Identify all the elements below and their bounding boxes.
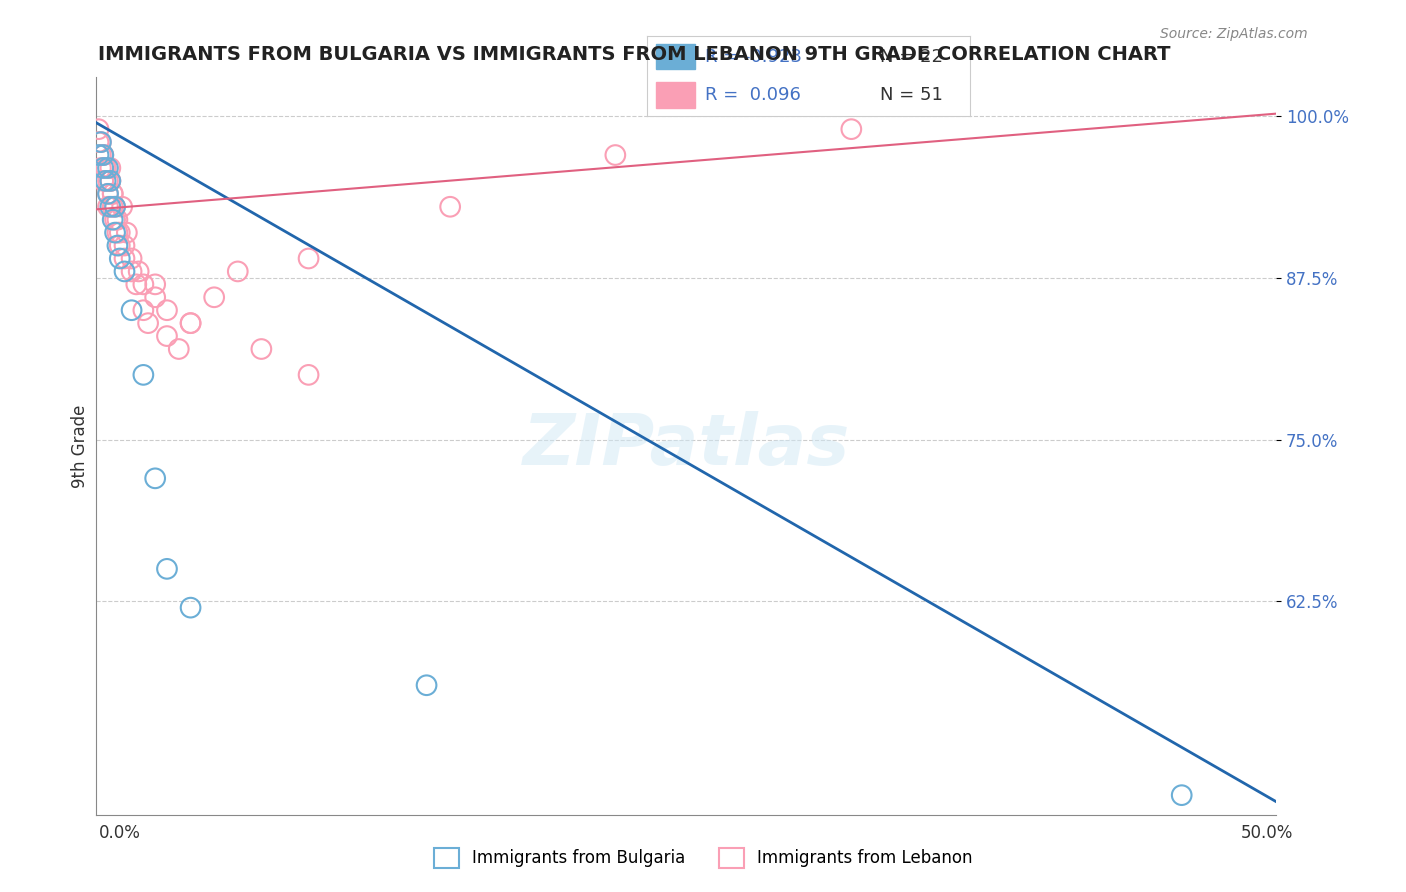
Point	[226, 264, 249, 278]
Point	[91, 148, 114, 162]
Point	[98, 161, 121, 175]
Point	[98, 174, 121, 188]
FancyBboxPatch shape	[657, 44, 696, 70]
Point	[132, 303, 155, 318]
Point	[114, 252, 136, 266]
Point	[94, 161, 117, 175]
Point	[605, 148, 627, 162]
Text: N = 51: N = 51	[880, 87, 942, 104]
Point	[121, 264, 143, 278]
Point	[98, 174, 121, 188]
Point	[1170, 788, 1192, 802]
Point	[104, 200, 127, 214]
Point	[115, 226, 138, 240]
Point	[156, 303, 179, 318]
Point	[97, 200, 120, 214]
Text: N = 22: N = 22	[880, 47, 942, 65]
Point	[121, 252, 143, 266]
Text: IMMIGRANTS FROM BULGARIA VS IMMIGRANTS FROM LEBANON 9TH GRADE CORRELATION CHART: IMMIGRANTS FROM BULGARIA VS IMMIGRANTS F…	[98, 45, 1171, 63]
Point	[104, 200, 127, 214]
Point	[90, 148, 112, 162]
Point	[111, 200, 134, 214]
Y-axis label: 9th Grade: 9th Grade	[72, 404, 89, 488]
Point	[180, 316, 202, 330]
Point	[128, 264, 150, 278]
Point	[87, 122, 110, 136]
Point	[101, 200, 124, 214]
Point	[439, 200, 461, 214]
Legend: Immigrants from Bulgaria, Immigrants from Lebanon: Immigrants from Bulgaria, Immigrants fro…	[427, 841, 979, 875]
Point	[98, 200, 121, 214]
Point	[156, 562, 179, 576]
Point	[87, 148, 110, 162]
Point	[101, 212, 124, 227]
Point	[94, 161, 117, 175]
Point	[101, 186, 124, 201]
Point	[101, 186, 124, 201]
Text: 50.0%: 50.0%	[1241, 824, 1294, 842]
Point	[91, 174, 114, 188]
Text: ZIPatlas: ZIPatlas	[523, 411, 849, 481]
Point	[98, 174, 121, 188]
Point	[202, 290, 225, 304]
Point	[143, 471, 166, 485]
Point	[107, 212, 129, 227]
Text: Source: ZipAtlas.com: Source: ZipAtlas.com	[1160, 27, 1308, 41]
Point	[104, 226, 127, 240]
Point	[415, 678, 437, 692]
Point	[97, 186, 120, 201]
Point	[250, 342, 273, 356]
Point	[143, 290, 166, 304]
Text: 0.0%: 0.0%	[98, 824, 141, 842]
Point	[87, 135, 110, 149]
Point	[136, 316, 159, 330]
FancyBboxPatch shape	[657, 82, 696, 108]
Text: R =  0.096: R = 0.096	[704, 87, 801, 104]
Text: R = -0.923: R = -0.923	[704, 47, 801, 65]
Point	[108, 252, 131, 266]
Point	[107, 238, 129, 252]
Point	[180, 316, 202, 330]
Point	[114, 238, 136, 252]
Point	[90, 161, 112, 175]
Point	[114, 264, 136, 278]
Point	[91, 148, 114, 162]
Point	[97, 161, 120, 175]
Point	[91, 161, 114, 175]
Point	[132, 368, 155, 382]
Point	[143, 277, 166, 292]
Point	[107, 226, 129, 240]
Point	[156, 329, 179, 343]
Point	[97, 186, 120, 201]
Point	[180, 600, 202, 615]
Point	[121, 303, 143, 318]
Point	[94, 174, 117, 188]
Point	[108, 226, 131, 240]
Point	[90, 135, 112, 149]
Point	[104, 212, 127, 227]
Point	[90, 135, 112, 149]
Point	[297, 252, 319, 266]
Point	[97, 174, 120, 188]
Point	[297, 368, 319, 382]
Point	[125, 277, 148, 292]
Point	[839, 122, 862, 136]
Point	[167, 342, 190, 356]
Point	[108, 238, 131, 252]
Point	[91, 148, 114, 162]
Point	[132, 277, 155, 292]
